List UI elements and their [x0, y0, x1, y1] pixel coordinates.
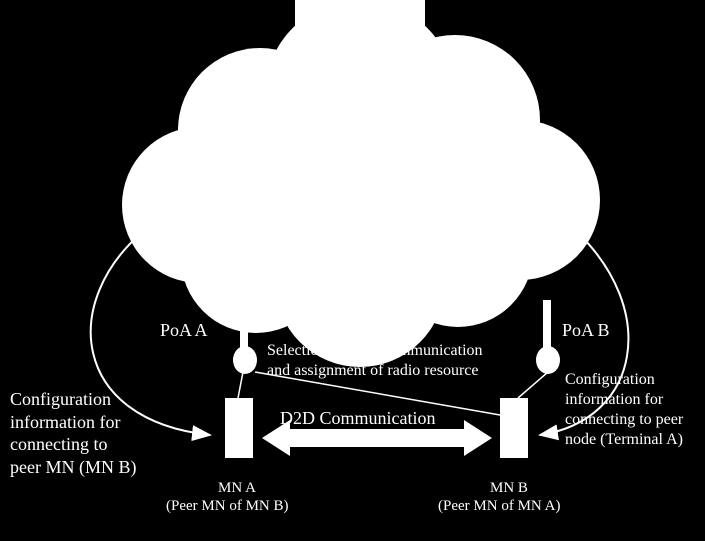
cylinder-node — [295, 0, 425, 104]
diagram-root: PoA A PoA B Selection of D2D communicati… — [0, 0, 705, 536]
config-right-l3: connecting to peer — [565, 410, 683, 430]
d2d-label: D2D Communication — [280, 408, 436, 429]
config-right-l4: node (Terminal A) — [565, 430, 683, 450]
mn-b-label: MN B — [490, 480, 528, 497]
selection-text-line2: and assignment of radio resource — [267, 362, 478, 380]
mn-a-rect — [225, 398, 253, 458]
line-poa-b-mn-b — [518, 372, 548, 398]
mn-b-sublabel: (Peer MN of MN A) — [438, 498, 560, 515]
config-left-l4: peer MN (MN B) — [10, 456, 136, 479]
config-left-l2: information for — [10, 411, 136, 434]
mn-b-rect — [500, 398, 528, 458]
config-right-l2: information for — [565, 390, 683, 410]
poa-a-label: PoA A — [160, 320, 208, 341]
config-left-l1: Configuration — [10, 388, 136, 411]
config-right-l1: Configuration — [565, 370, 683, 390]
poa-b-shape — [536, 300, 560, 374]
selection-text-line1: Selection of D2D communication — [267, 342, 483, 360]
line-poa-a-mn-a — [238, 372, 243, 398]
config-info-right: Configuration information for connecting… — [565, 370, 683, 450]
config-info-left: Configuration information for connecting… — [10, 388, 136, 478]
poa-b-label: PoA B — [562, 320, 610, 341]
mn-a-label: MN A — [218, 480, 256, 497]
config-left-l3: connecting to — [10, 433, 136, 456]
mn-a-sublabel: (Peer MN of MN B) — [166, 498, 288, 515]
